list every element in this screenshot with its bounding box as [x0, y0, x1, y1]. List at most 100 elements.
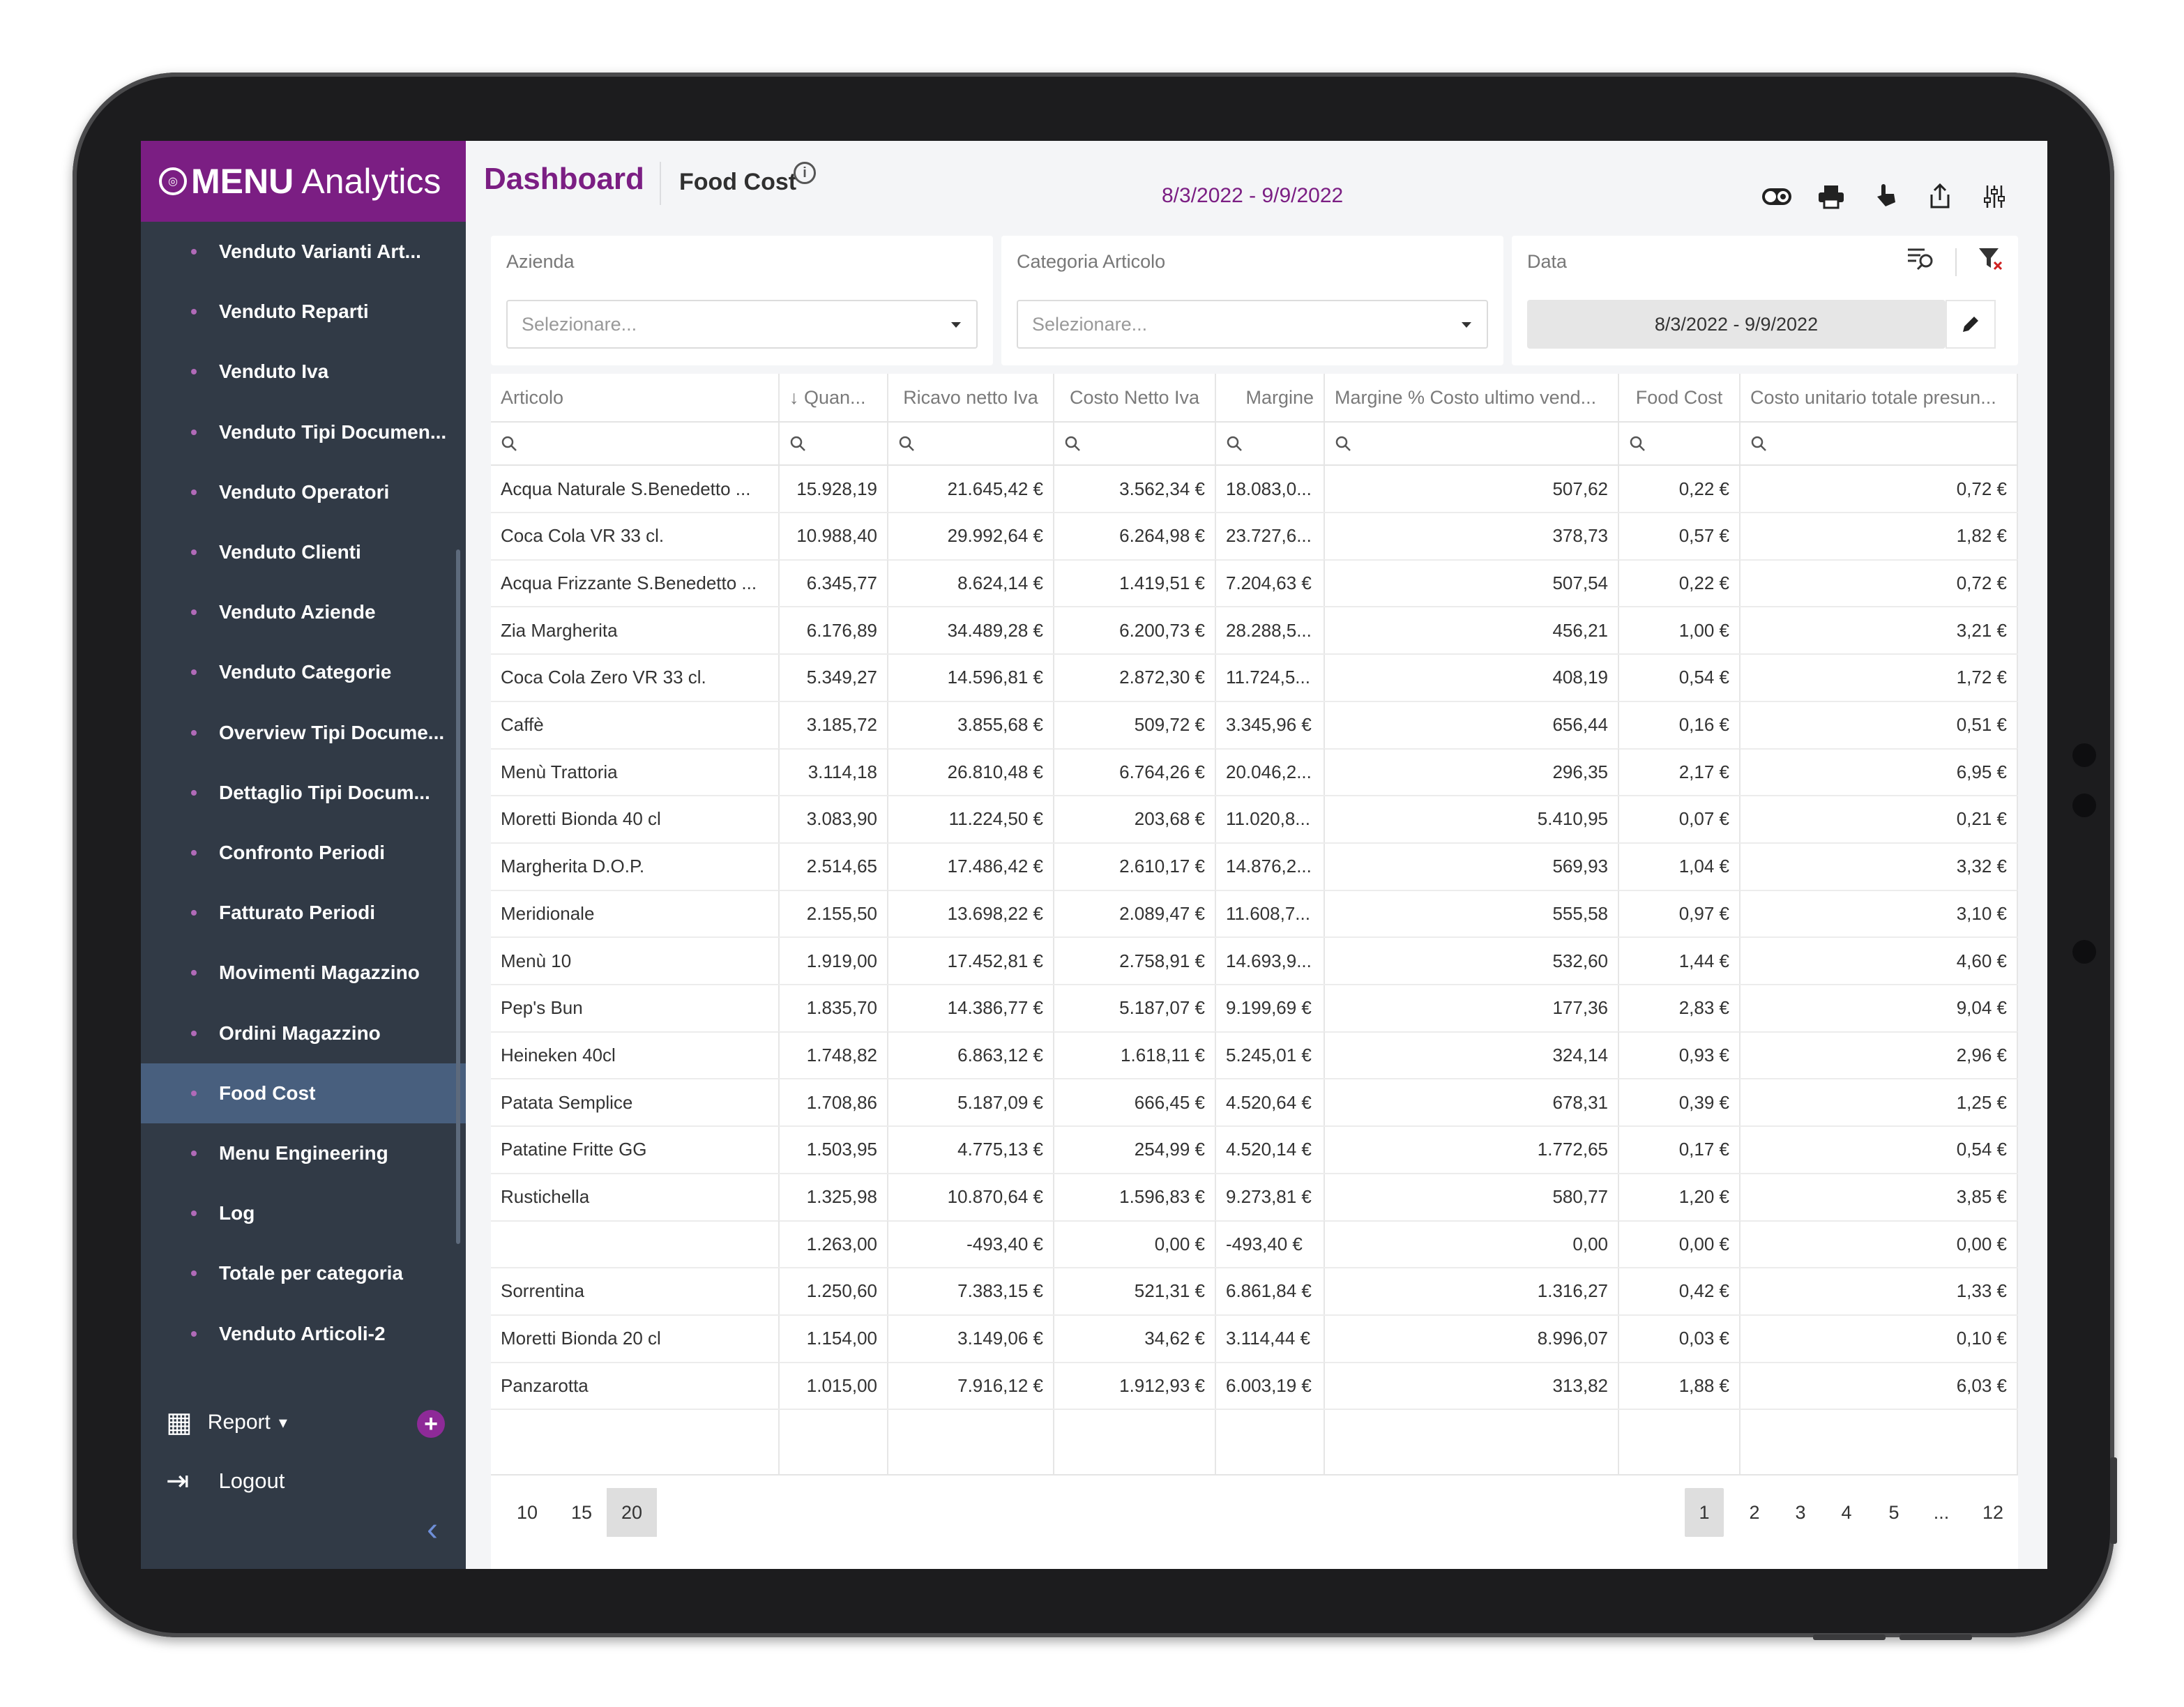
column-header[interactable]: Costo Netto Iva [1054, 374, 1216, 421]
table-row[interactable]: Heineken 40cl 1.748,82 6.863,12 €1.618,11 … [491, 1032, 2018, 1080]
column-header[interactable]: Food Cost [1619, 374, 1741, 421]
sidebar-item[interactable]: Venduto Reparti [141, 282, 466, 342]
clear-filter-icon[interactable] [1978, 247, 2003, 277]
logout-button[interactable]: ⇥ Logout [166, 1460, 285, 1502]
camera-dot [2072, 743, 2096, 767]
share-icon[interactable] [1925, 183, 1955, 211]
add-report-button[interactable]: + [417, 1410, 445, 1438]
header-divider [660, 162, 661, 205]
column-search-input[interactable] [1054, 423, 1216, 464]
sidebar-item[interactable]: Venduto Clienti [141, 522, 466, 582]
page-title[interactable]: Dashboard [484, 162, 644, 196]
sidebar-scrollbar[interactable] [456, 549, 460, 1244]
sidebar-item[interactable]: Ordini Magazzino [141, 1003, 466, 1063]
sidebar-item[interactable]: Venduto Categorie [141, 642, 466, 702]
table-cell: 1,88 € [1619, 1363, 1741, 1409]
column-search-input[interactable] [1619, 423, 1741, 464]
table-row[interactable]: Acqua Frizzante S.Benedetto ... 6.345,77 8… [491, 560, 2018, 608]
page-number[interactable]: 4 [1841, 1501, 1852, 1523]
table-cell: Panzarotta [491, 1363, 780, 1409]
sidebar-item[interactable]: Totale per categoria [141, 1243, 466, 1303]
column-header[interactable]: Articolo [491, 374, 780, 421]
sidebar-item[interactable]: Venduto Aziende [141, 582, 466, 642]
column-search-input[interactable] [888, 423, 1054, 464]
table-row[interactable]: Margherita D.O.P. 2.514,65 17.486,42 €2.61… [491, 843, 2018, 891]
table-row[interactable]: Zia Margherita 6.176,89 34.489,28 €6.200,7… [491, 607, 2018, 655]
logout-label: Logout [218, 1469, 285, 1493]
page-size-option[interactable]: 15 [570, 1501, 593, 1523]
table-row[interactable]: Rustichella 1.325,98 10.870,64 €1.596,83 €… [491, 1174, 2018, 1222]
page-size-option[interactable]: 10 [516, 1501, 538, 1523]
column-header[interactable]: ↓ Quan... [780, 374, 888, 421]
sidebar-item[interactable]: Food Cost [141, 1063, 466, 1123]
bullet-icon [191, 970, 197, 976]
table-cell: 34,62 € [1054, 1315, 1216, 1362]
table-cell: 0,16 € [1619, 701, 1741, 748]
collapse-sidebar-button[interactable]: ‹ [427, 1511, 438, 1548]
table-row[interactable]: Meridionale 2.155,50 13.698,22 €2.089,47 €… [491, 890, 2018, 939]
table-row[interactable]: Patatine Fritte GG 1.503,95 4.775,13 €254,… [491, 1126, 2018, 1174]
column-header[interactable]: Ricavo netto Iva [888, 374, 1054, 421]
data-filter-tools [1906, 247, 2003, 277]
sidebar-item[interactable]: Venduto Articoli-2 [141, 1304, 466, 1364]
table-cell: 1.912,93 € [1054, 1363, 1216, 1409]
info-icon[interactable]: i [794, 162, 816, 184]
sidebar-item[interactable]: Fatturato Periodi [141, 883, 466, 943]
table-row[interactable]: Sorrentina 1.250,60 7.383,15 €521,31 €6.86… [491, 1268, 2018, 1316]
column-search-input[interactable] [1216, 423, 1325, 464]
column-search-input[interactable] [491, 423, 780, 464]
sidebar-item-label: Venduto Reparti [219, 301, 369, 323]
sidebar-item[interactable]: Movimenti Magazzino [141, 943, 466, 1003]
column-header[interactable]: Margine % Costo ultimo vend... [1325, 374, 1619, 421]
page-number[interactable]: 3 [1795, 1501, 1806, 1523]
table-row[interactable]: Menù Trattoria 3.114,18 26.810,48 €6.764,2… [491, 749, 2018, 797]
column-search-input[interactable] [780, 423, 888, 464]
azienda-select[interactable]: Selezionare... [506, 300, 978, 349]
table-row[interactable]: Caffè 3.185,72 3.855,68 €509,72 €3.345,96 … [491, 701, 2018, 750]
table-row[interactable]: Panzarotta 1.015,00 7.916,12 €1.912,93 €6.… [491, 1363, 2018, 1411]
sidebar-item[interactable]: Venduto Tipi Documen... [141, 402, 466, 462]
page-number[interactable]: 12 [1982, 1501, 2004, 1523]
table-cell: 1,82 € [1741, 513, 2018, 559]
column-header[interactable]: Margine [1216, 374, 1325, 421]
sidebar-item[interactable]: Venduto Varianti Art... [141, 222, 466, 282]
table-row[interactable]: Moretti Bionda 20 cl 1.154,00 3.149,06 €34… [491, 1315, 2018, 1363]
filter-search-icon[interactable] [1906, 247, 1934, 277]
page-size-option[interactable]: 20 [607, 1488, 657, 1537]
report-section[interactable]: ▦ Report ▾ + [166, 1402, 445, 1443]
sidebar-item[interactable]: Menu Engineering [141, 1123, 466, 1183]
table-cell: 6.345,77 [780, 560, 888, 607]
table-row[interactable]: 1.263,00 -493,40 €0,00 € -493,40 €0,00 0,00… [491, 1221, 2018, 1269]
sidebar-item[interactable]: Overview Tipi Docume... [141, 703, 466, 763]
table-row[interactable]: Moretti Bionda 40 cl 3.083,90 11.224,50 €2… [491, 796, 2018, 844]
page-number[interactable]: 5 [1888, 1501, 1899, 1523]
page-number[interactable]: 2 [1749, 1501, 1760, 1523]
sidebar-item[interactable]: Confronto Periodi [141, 823, 466, 883]
bullet-icon [191, 489, 197, 495]
column-search-input[interactable] [1325, 423, 1619, 464]
page-number[interactable]: 1 [1685, 1488, 1724, 1537]
table-cell: 6.200,73 € [1054, 607, 1216, 654]
sidebar-item[interactable]: Venduto Operatori [141, 462, 466, 522]
column-search-input[interactable] [1741, 423, 2018, 464]
settings-sliders-icon[interactable] [1979, 183, 2010, 211]
bullet-icon [191, 549, 197, 555]
sidebar-item[interactable]: Log [141, 1183, 466, 1243]
table-row[interactable]: Coca Cola VR 33 cl. 10.988,40 29.992,64 €6… [491, 513, 2018, 561]
sidebar-item[interactable]: Venduto Iva [141, 342, 466, 402]
touch-icon[interactable] [1870, 183, 1901, 211]
table-row[interactable]: Coca Cola Zero VR 33 cl. 5.349,27 14.596,8… [491, 654, 2018, 702]
table-row[interactable]: Pep's Bun 1.835,70 14.386,77 €5.187,07 €9.… [491, 985, 2018, 1033]
sidebar-item[interactable]: Dettaglio Tipi Docum... [141, 763, 466, 823]
column-header[interactable]: Costo unitario totale presun... [1741, 374, 2018, 421]
table-row[interactable]: Menù 10 1.919,00 17.452,81 €2.758,91 €14.6… [491, 938, 2018, 985]
categoria-select[interactable]: Selezionare... [1017, 300, 1488, 349]
table-row[interactable]: Acqua Naturale S.Benedetto ... 15.928,19 2… [491, 466, 2018, 513]
table-row[interactable]: Patata Semplice 1.708,86 5.187,09 €666,45 … [491, 1079, 2018, 1128]
page-header: Dashboard Food Cost i 8/3/2022 - 9/9/202… [466, 141, 2047, 225]
brand-logo-bar[interactable]: ◎ MENU Analytics [141, 141, 466, 222]
toggle-icon[interactable] [1761, 183, 1792, 211]
date-range-field[interactable]: 8/3/2022 - 9/9/2022 [1527, 300, 1946, 349]
edit-date-button[interactable] [1946, 300, 1996, 349]
print-icon[interactable] [1816, 183, 1846, 211]
